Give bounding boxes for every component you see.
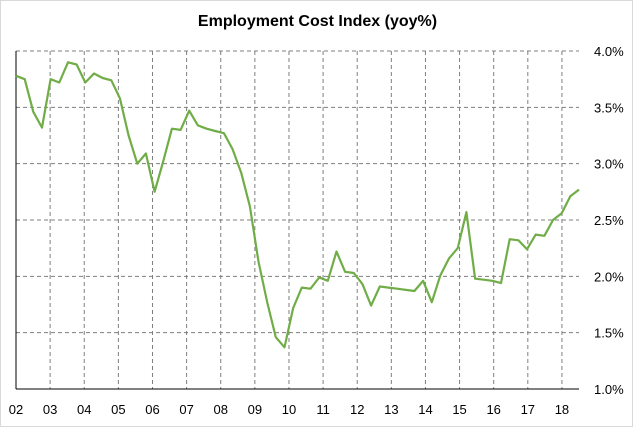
x-tick-label: 17 <box>521 402 535 417</box>
x-tick-label: 12 <box>350 402 364 417</box>
x-tick-label: 05 <box>111 402 125 417</box>
x-tick-label: 18 <box>555 402 569 417</box>
x-tick-label: 06 <box>145 402 159 417</box>
y-tick-label: 3.5% <box>594 100 624 115</box>
x-tick-label: 08 <box>213 402 227 417</box>
y-tick-label: 2.0% <box>594 269 624 284</box>
x-tick-label: 07 <box>179 402 193 417</box>
series-line-employment-cost-index <box>15 61 580 349</box>
y-tick-label: 3.0% <box>594 157 624 172</box>
x-tick-label: 14 <box>418 402 432 417</box>
x-tick-label: 03 <box>43 402 57 417</box>
x-tick-label: 16 <box>486 402 500 417</box>
x-tick-label: 13 <box>384 402 398 417</box>
y-tick-label: 1.0% <box>594 382 624 397</box>
y-tick-label: 2.5% <box>594 213 624 228</box>
x-tick-label: 02 <box>9 402 23 417</box>
x-tick-label: 04 <box>77 402 91 417</box>
x-tick-label: 09 <box>248 402 262 417</box>
x-tick-label: 11 <box>316 402 330 417</box>
y-tick-label: 1.5% <box>594 326 624 341</box>
x-tick-label: 10 <box>282 402 296 417</box>
chart-title: Employment Cost Index (yoy%) <box>197 13 438 30</box>
x-tick-label: 15 <box>452 402 466 417</box>
y-tick-label: 4.0% <box>594 44 624 59</box>
